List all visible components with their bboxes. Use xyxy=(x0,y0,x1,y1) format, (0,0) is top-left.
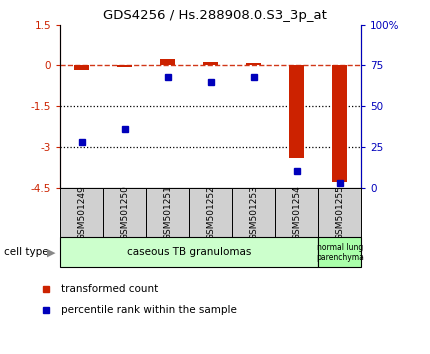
Bar xyxy=(232,188,275,237)
Text: transformed count: transformed count xyxy=(61,284,158,293)
Text: ▶: ▶ xyxy=(47,247,56,257)
Text: GSM501253: GSM501253 xyxy=(249,185,258,240)
Bar xyxy=(117,65,132,67)
Bar xyxy=(289,65,304,158)
Text: GSM501250: GSM501250 xyxy=(120,185,129,240)
Text: normal lung
parenchyma: normal lung parenchyma xyxy=(316,242,364,262)
Bar xyxy=(60,188,103,237)
Bar xyxy=(203,62,218,65)
Bar xyxy=(74,65,89,70)
Bar xyxy=(275,188,318,237)
Text: GDS4256 / Hs.288908.0.S3_3p_at: GDS4256 / Hs.288908.0.S3_3p_at xyxy=(103,9,327,22)
Bar xyxy=(189,188,232,237)
Bar xyxy=(332,65,347,182)
Bar xyxy=(246,63,261,65)
Text: GSM501252: GSM501252 xyxy=(206,185,215,240)
Text: GSM501251: GSM501251 xyxy=(163,185,172,240)
Bar xyxy=(318,237,361,267)
Bar xyxy=(60,237,318,267)
Text: GSM501255: GSM501255 xyxy=(335,185,344,240)
Bar xyxy=(103,188,146,237)
Text: caseous TB granulomas: caseous TB granulomas xyxy=(127,247,252,257)
Text: GSM501249: GSM501249 xyxy=(77,185,86,240)
Text: cell type: cell type xyxy=(4,247,49,257)
Text: percentile rank within the sample: percentile rank within the sample xyxy=(61,305,237,315)
Text: GSM501254: GSM501254 xyxy=(292,185,301,240)
Bar xyxy=(318,188,361,237)
Bar xyxy=(160,59,175,65)
Bar xyxy=(146,188,189,237)
